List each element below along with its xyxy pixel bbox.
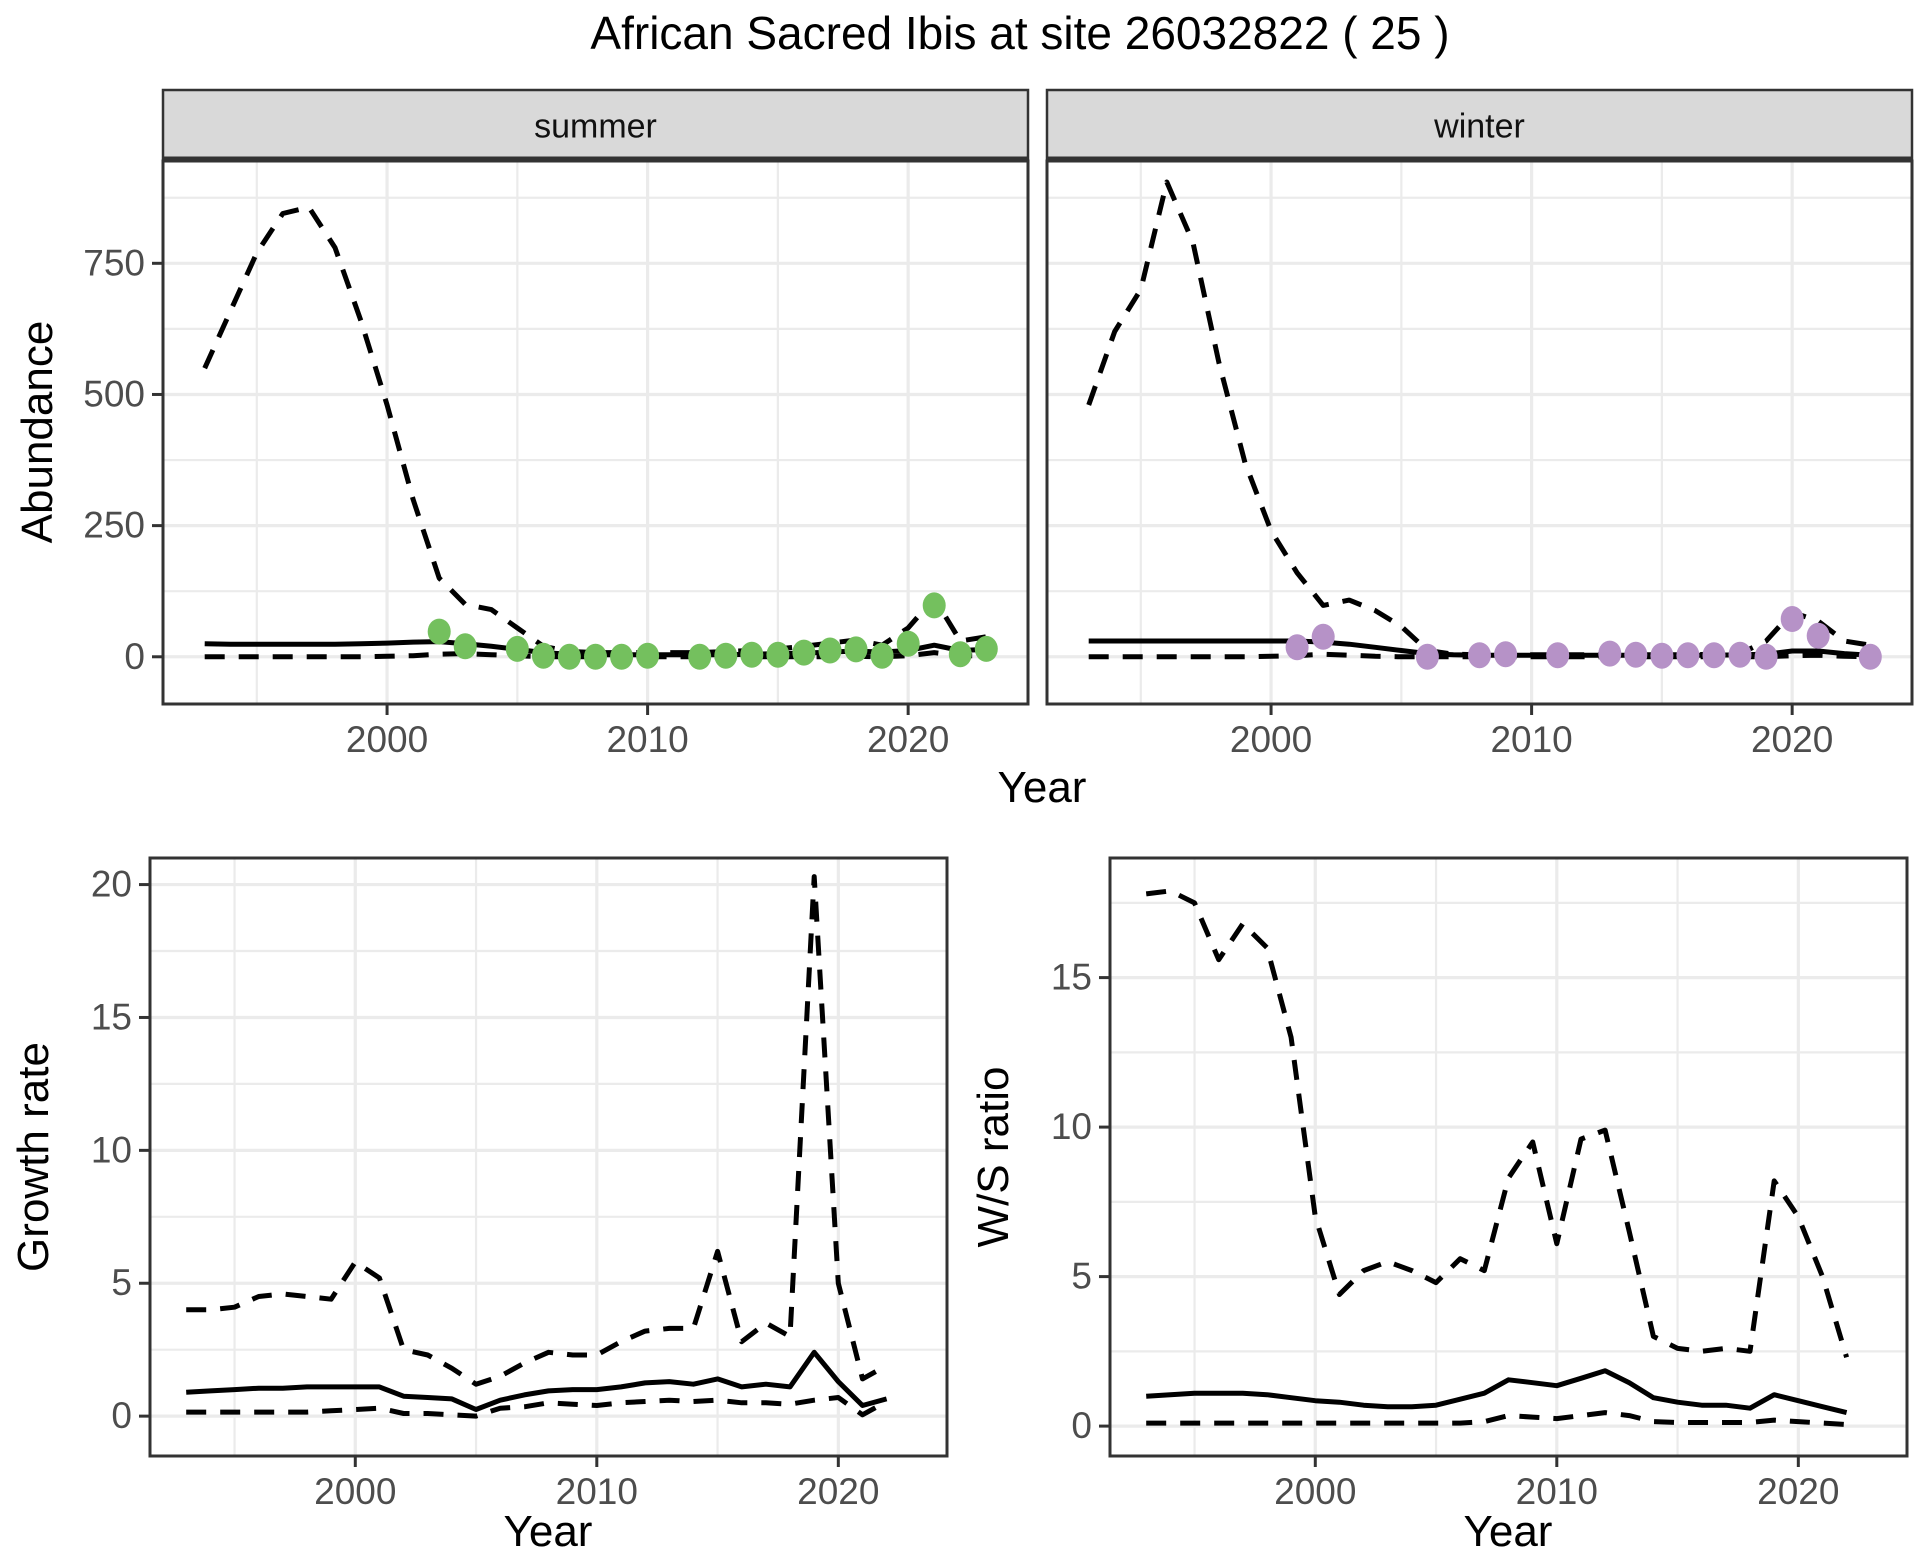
fitted-line [186, 1349, 888, 1412]
data-point [505, 635, 529, 662]
y-axis-title-growth-rate: Growth rate [9, 1042, 58, 1272]
series-group [1086, 179, 1882, 670]
data-point [557, 643, 581, 670]
data-point [1415, 643, 1439, 670]
y-tick-label: 15 [91, 996, 132, 1037]
series-group [1145, 888, 1849, 1428]
y-tick-label: 0 [124, 636, 145, 677]
y-tick-label: 20 [91, 864, 132, 905]
y-tick-label: 750 [83, 242, 145, 283]
data-point [740, 641, 764, 668]
x-tick-label: 2000 [314, 1471, 396, 1512]
figure-title: African Sacred Ibis at site 26032822 ( 2… [590, 7, 1450, 59]
data-point [922, 592, 946, 619]
x-tick-label: 2020 [1751, 719, 1833, 760]
facet-strip-label: summer [534, 108, 657, 146]
panel-ws-ratio: 2000 2010 2020 0 5 10 15 [1051, 856, 1909, 1512]
ci-line-upper_95ci [1145, 888, 1849, 1359]
x-tick-label: 2020 [1757, 1471, 1839, 1512]
data-point [818, 637, 842, 664]
y-tick-label: 0 [1071, 1405, 1092, 1446]
facet-strip-summer [161, 88, 1030, 163]
series-group [202, 204, 998, 670]
data-point [1598, 640, 1622, 667]
panel-border [1108, 856, 1909, 1458]
data-point [1468, 642, 1491, 669]
panel-abundance-winter: 2000 2010 2020 winter [1045, 88, 1914, 760]
series-group [186, 874, 888, 1419]
ci-line-upper_95ci [186, 874, 888, 1387]
y-tick-label: 10 [1051, 1106, 1092, 1147]
x-tick-label: 2000 [1274, 1471, 1356, 1512]
data-point [636, 642, 660, 669]
fitted-line [1146, 1368, 1848, 1416]
data-point [974, 635, 998, 662]
data-point [1494, 641, 1518, 668]
data-point [1702, 642, 1726, 669]
data-point [792, 639, 816, 666]
data-point [896, 630, 920, 657]
x-tick-label: 2020 [867, 719, 949, 760]
panel-background [1110, 858, 1907, 1456]
data-point [1285, 634, 1309, 661]
data-point [584, 643, 607, 670]
x-tick-label: 2000 [346, 719, 428, 760]
x-tick-label: 2010 [556, 1471, 638, 1512]
data-point [1754, 643, 1778, 670]
x-tick-label: 2010 [1490, 719, 1572, 760]
data-point [1780, 606, 1804, 632]
y-tick-label: 10 [91, 1129, 132, 1170]
ci-line-lower_95ci [1146, 1410, 1847, 1428]
data-point [1650, 642, 1674, 669]
data-point [1858, 643, 1882, 670]
ci-line-lower_95ci [186, 1395, 888, 1419]
y-tick-label: 0 [111, 1395, 132, 1436]
panel-border [148, 856, 949, 1458]
panel-abundance-summer: 2000 2010 2020 0 250 500 750 summer [83, 88, 1030, 760]
y-tick-label: 5 [111, 1262, 132, 1303]
x-tick-label: 2000 [1230, 719, 1312, 760]
data-point [1624, 641, 1648, 668]
x-axis-title-year-bottom-left: Year [503, 1507, 593, 1556]
x-tick-label: 2020 [797, 1471, 879, 1512]
data-point [1676, 642, 1700, 669]
data-point [1311, 623, 1335, 650]
y-axis-title-ws-ratio: W/S ratio [969, 1066, 1018, 1248]
data-point [453, 633, 477, 660]
panel-background [1047, 161, 1912, 704]
panel-background [163, 161, 1028, 704]
data-point [610, 643, 634, 670]
panel-growth-rate: 2000 2010 2020 0 5 10 15 20 [91, 856, 949, 1512]
y-axis-title-abundance: Abundance [13, 320, 62, 544]
y-tick-label: 250 [83, 505, 145, 546]
data-point [766, 641, 790, 668]
data-point [1806, 622, 1830, 649]
facet-strip-winter [1045, 88, 1914, 163]
facet-strip-label: winter [1433, 108, 1525, 146]
data-point [844, 636, 868, 663]
data-point [948, 641, 972, 668]
x-tick-label: 2010 [1516, 1471, 1598, 1512]
data-point [531, 642, 555, 669]
x-axis-title-year-bottom-right: Year [1463, 1507, 1553, 1556]
data-point [427, 618, 451, 645]
data-point [1728, 641, 1752, 668]
y-tick-label: 15 [1051, 957, 1092, 998]
y-tick-label: 500 [83, 373, 145, 414]
data-point [688, 643, 712, 670]
data-point [714, 642, 738, 669]
data-point [1546, 642, 1570, 669]
y-tick-label: 5 [1071, 1256, 1092, 1297]
data-point [870, 642, 894, 669]
x-axis-title-year-top: Year [997, 763, 1087, 812]
x-tick-label: 2010 [606, 719, 688, 760]
